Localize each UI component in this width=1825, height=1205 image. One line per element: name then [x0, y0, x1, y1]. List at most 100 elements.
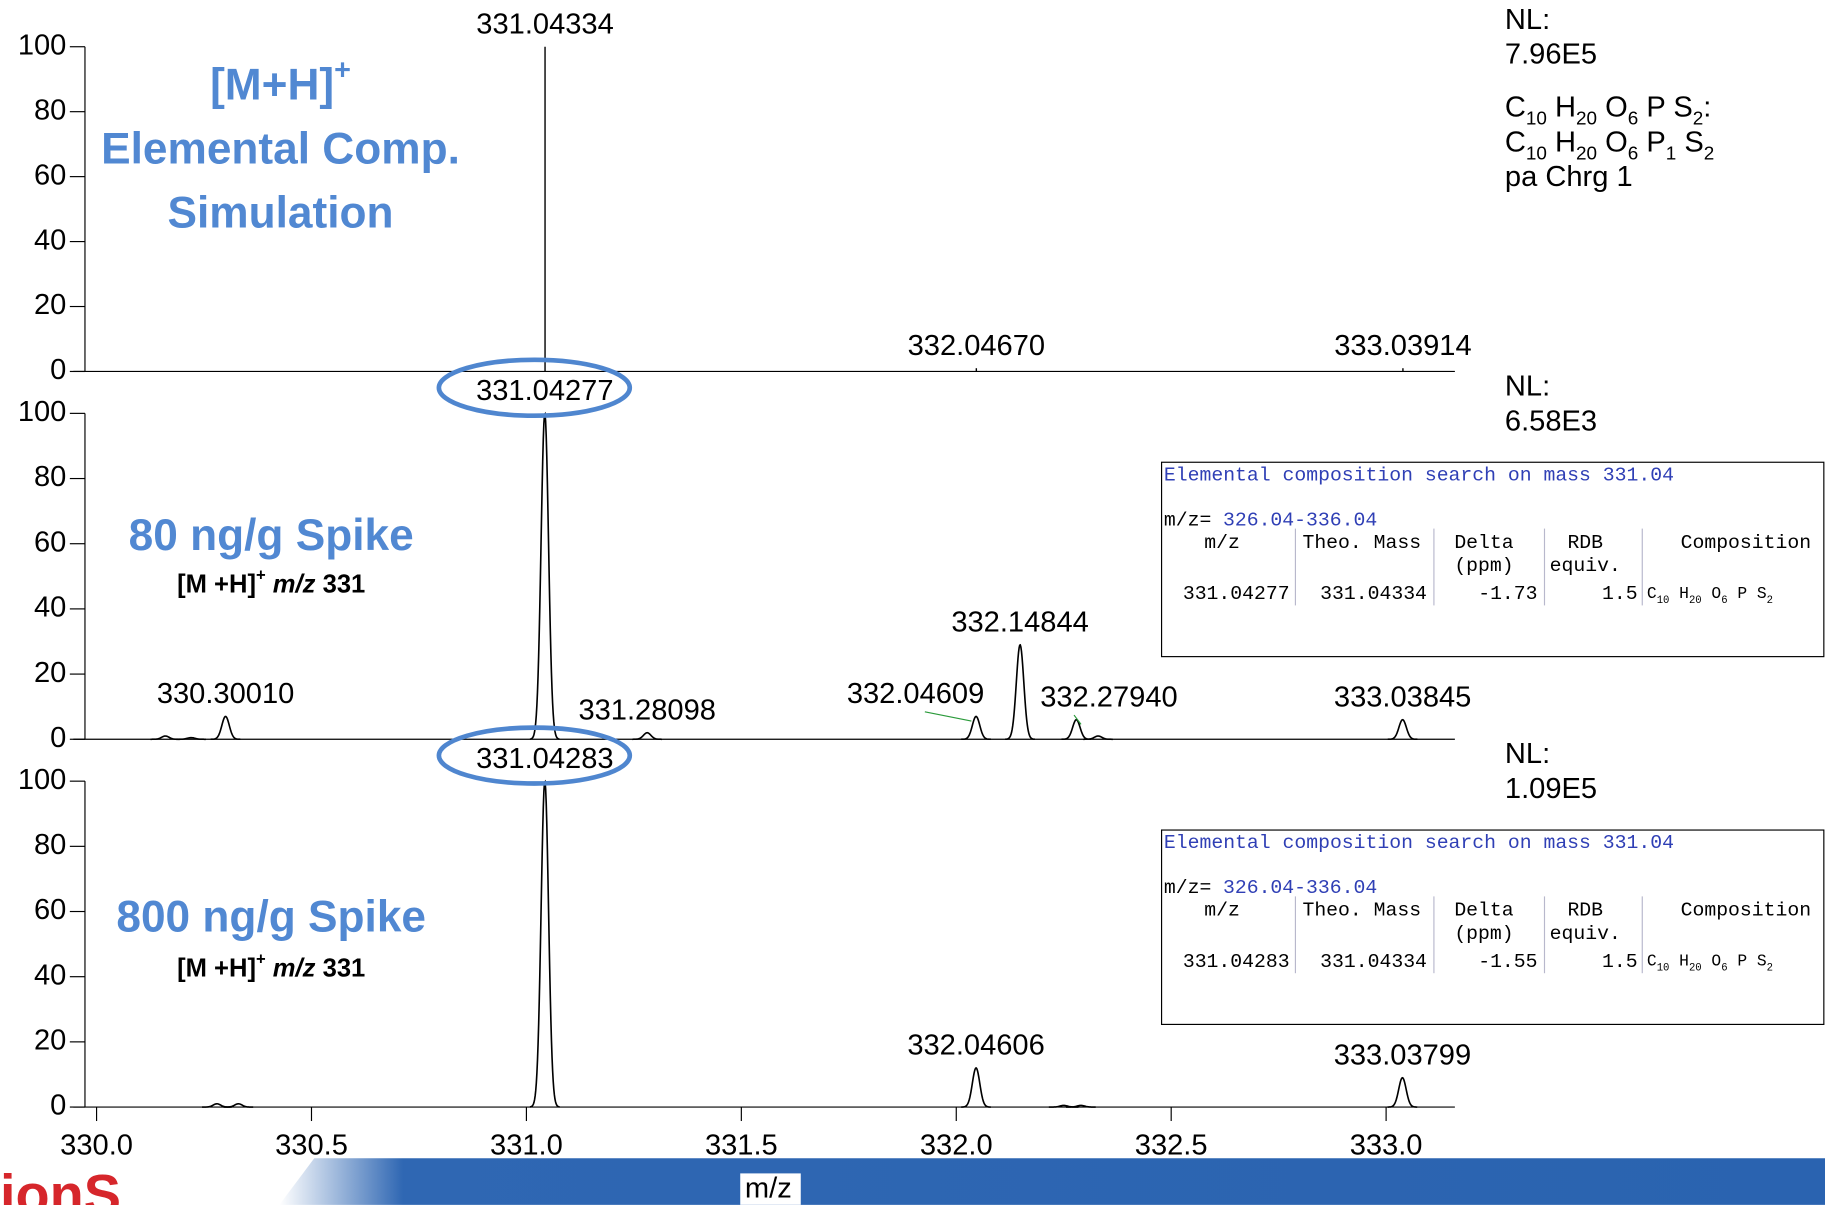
text-span: 331	[315, 570, 365, 598]
text-span: P	[1638, 126, 1665, 158]
table-cell: 331.04283	[1183, 951, 1290, 973]
table-header: Delta	[1454, 532, 1513, 554]
peak-label: 332.14844	[951, 606, 1088, 638]
table-cell: -1.73	[1478, 583, 1537, 605]
text-span: 20	[1576, 143, 1597, 164]
text-span: pa Chrg 1	[1505, 161, 1633, 193]
x-tick-label: 331.5	[705, 1129, 778, 1161]
peak	[961, 715, 991, 741]
y-tick-label: 60	[34, 159, 66, 191]
panel-annotation: [M +H]+ m/z 331	[177, 950, 365, 983]
table-cell: C10 H20 O6 P S2	[1647, 584, 1773, 607]
text-span: +	[256, 950, 266, 969]
y-tick-label: 40	[34, 224, 66, 256]
y-tick-label: 80	[34, 94, 66, 126]
peak-label: 331.04334	[476, 8, 613, 40]
table-title: Elemental composition search on mass 331…	[1164, 464, 1674, 486]
text-span: 2	[1767, 595, 1773, 607]
table-header: (ppm)	[1454, 923, 1513, 945]
range-value: 326.04-336.04	[1223, 510, 1377, 532]
text-span: 10	[1657, 595, 1670, 607]
peak	[223, 1102, 254, 1108]
text-span: H	[1547, 126, 1576, 158]
peak	[1061, 718, 1092, 741]
panel-annotation: Simulation	[167, 188, 393, 237]
range-label: m/z=	[1164, 510, 1211, 532]
range-value: 326.04-336.04	[1223, 877, 1377, 899]
table-cell: 1.5	[1602, 583, 1638, 605]
text-span: O	[1702, 584, 1722, 603]
text-span: 20	[1576, 108, 1597, 129]
leader-line	[1073, 714, 1082, 725]
text-span: m/z	[266, 570, 316, 598]
panel-annotation: [M+H]+	[210, 54, 351, 109]
y-tick-label: 80	[34, 461, 66, 493]
footer-band	[279, 1158, 1825, 1205]
formula-line: C10 H20 O6 P1 S2	[1505, 126, 1714, 164]
table-header: RDB	[1567, 900, 1603, 922]
nl-value: 6.58E3	[1505, 405, 1597, 437]
x-axis-label: m/z	[745, 1172, 792, 1204]
formula-line: C10 H20 O6 P S2:	[1505, 91, 1711, 129]
table-cell: 1.5	[1602, 951, 1638, 973]
table-header: m/z	[1204, 900, 1240, 922]
peak	[529, 411, 560, 740]
table-header: Theo. Mass	[1302, 900, 1421, 922]
peak-label: 333.03914	[1334, 330, 1471, 362]
text-span: H	[1547, 91, 1576, 123]
peak-label: 331.04277	[476, 375, 613, 407]
peak	[1066, 1104, 1096, 1108]
nl-label: NL:	[1505, 738, 1550, 770]
nl-value: 7.96E5	[1505, 39, 1597, 71]
table-cell: 331.04334	[1320, 951, 1427, 973]
text-span: 10	[1526, 108, 1547, 129]
y-tick-label: 0	[50, 1090, 66, 1122]
text-span: 80 ng/g Spike	[129, 511, 414, 560]
peak	[632, 731, 662, 741]
peak-label: 332.27940	[1040, 681, 1177, 713]
text-span: 10	[1657, 962, 1670, 974]
peak	[961, 1067, 991, 1108]
text-span: P S	[1728, 584, 1767, 603]
table-header: Theo. Mass	[1302, 532, 1421, 554]
y-tick-label: 40	[34, 959, 66, 991]
table-header: RDB	[1567, 532, 1603, 554]
nl-value: 1.09E5	[1505, 773, 1597, 805]
panel-annotation: 80 ng/g Spike	[129, 511, 414, 560]
text-span: Simulation	[167, 188, 393, 237]
text-span: 1	[1666, 143, 1677, 164]
text-span: O	[1597, 91, 1628, 123]
peak-label: 332.04670	[908, 330, 1045, 362]
text-span: C	[1505, 91, 1526, 123]
table-header: Composition	[1681, 532, 1811, 554]
text-span: [M +H]	[177, 570, 256, 598]
table-box	[1160, 461, 1825, 658]
peak-label: 330.30010	[157, 678, 294, 710]
y-tick-label: 80	[34, 829, 66, 861]
peak-label: 332.04609	[847, 678, 984, 710]
xlabel-box	[740, 1173, 801, 1205]
peak	[1387, 1076, 1418, 1108]
y-tick-label: 20	[34, 657, 66, 689]
table-header: equiv.	[1550, 555, 1621, 577]
x-tick-label: 332.5	[1135, 1129, 1208, 1161]
table-header: Delta	[1454, 900, 1513, 922]
x-tick-label: 330.0	[60, 1129, 133, 1161]
text-span: [M+H]	[210, 60, 334, 109]
text-span: C	[1647, 952, 1657, 971]
y-tick-label: 100	[18, 764, 67, 796]
peak	[529, 779, 560, 1108]
text-span: Elemental Comp.	[101, 124, 460, 173]
text-span: 6	[1721, 962, 1727, 974]
y-tick-label: 100	[18, 396, 67, 428]
x-tick-label: 333.0	[1350, 1129, 1423, 1161]
x-tick-label: 331.0	[490, 1129, 563, 1161]
y-tick-label: 20	[34, 1025, 66, 1057]
text-span: :	[1703, 91, 1711, 123]
peak	[150, 735, 181, 741]
peak	[210, 715, 241, 741]
text-span: O	[1702, 952, 1722, 971]
y-tick-label: 60	[34, 894, 66, 926]
peak-label: 331.28098	[578, 694, 715, 726]
table-cell: C10 H20 O6 P S2	[1647, 952, 1773, 974]
